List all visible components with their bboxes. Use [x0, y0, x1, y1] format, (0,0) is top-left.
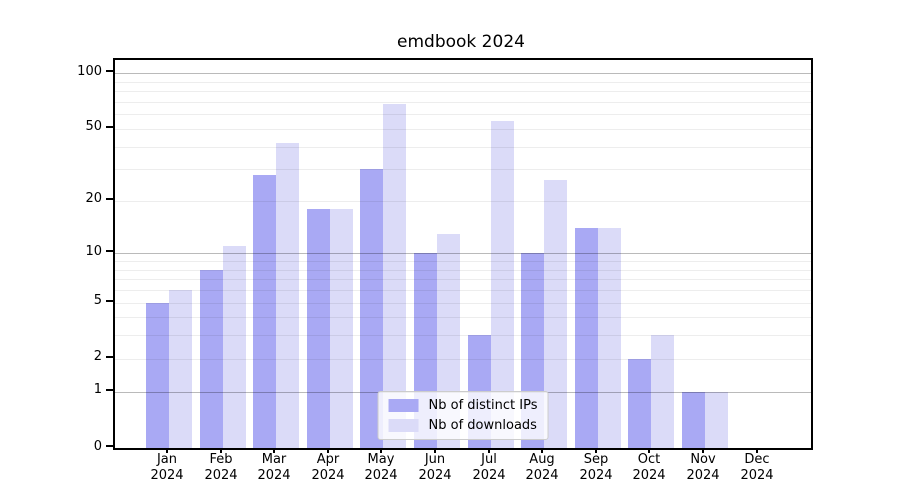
bar-nb-of-downloads-mar	[276, 143, 299, 448]
x-tick-label-may: May 2024	[364, 452, 398, 483]
bar-nb-of-downloads-nov	[705, 392, 728, 448]
legend: Nb of distinct IPs Nb of downloads	[377, 391, 549, 440]
bar-nb-of-distinct-ips-jan	[146, 303, 169, 448]
chart-title: emdbook 2024	[397, 32, 525, 52]
x-tick-label-sep: Sep 2024	[579, 452, 613, 483]
x-tick-mark-sep	[595, 448, 597, 453]
x-tick-label-aug: Aug 2024	[525, 452, 559, 483]
x-tick-mark-nov	[702, 448, 704, 453]
bar-nb-of-downloads-feb	[223, 246, 246, 448]
bar-nb-of-downloads-jan	[169, 290, 192, 448]
y-tick-mark	[106, 356, 113, 358]
bar-nb-of-distinct-ips-apr	[307, 209, 330, 448]
x-tick-label-jan: Jan 2024	[150, 452, 184, 483]
bar-nb-of-downloads-may	[383, 104, 406, 448]
x-tick-label-oct: Oct 2024	[632, 452, 666, 483]
legend-swatch-distinct-ips	[388, 399, 419, 412]
bar-nb-of-distinct-ips-feb	[200, 270, 223, 448]
y-tick-label-50: 50	[85, 119, 102, 134]
y-tick-mark	[106, 70, 113, 72]
x-tick-mark-oct	[648, 448, 650, 453]
y-tick-mark	[106, 445, 113, 447]
x-tick-mark-jul	[488, 448, 490, 453]
x-tick-label-mar: Mar 2024	[257, 452, 291, 483]
legend-item-distinct-ips: Nb of distinct IPs	[388, 398, 538, 413]
y-tick-label-10: 10	[85, 244, 102, 259]
y-tick-label-1: 1	[93, 382, 102, 397]
bar-nb-of-distinct-ips-mar	[253, 175, 276, 448]
bar-nb-of-downloads-sep	[598, 228, 621, 448]
y-tick-label-5: 5	[93, 293, 102, 308]
plot-area: Nb of distinct IPs Nb of downloads	[113, 58, 813, 450]
y-tick-mark	[106, 198, 113, 200]
x-tick-mark-dec	[756, 448, 758, 453]
x-tick-mark-aug	[541, 448, 543, 453]
x-tick-label-nov: Nov 2024	[686, 452, 720, 483]
y-tick-label-100: 100	[77, 64, 102, 79]
x-tick-label-feb: Feb 2024	[204, 452, 238, 483]
legend-label-distinct-ips: Nb of distinct IPs	[428, 398, 538, 413]
bar-nb-of-distinct-ips-sep	[575, 228, 598, 448]
y-tick-label-20: 20	[85, 191, 102, 206]
y-tick-mark	[106, 250, 113, 252]
x-tick-mark-apr	[327, 448, 329, 453]
x-tick-mark-may	[380, 448, 382, 453]
y-tick-label-2: 2	[93, 349, 102, 364]
bar-nb-of-downloads-apr	[330, 209, 353, 448]
bars-layer	[115, 60, 811, 448]
bar-nb-of-distinct-ips-may	[360, 169, 383, 448]
bar-nb-of-distinct-ips-nov	[682, 392, 705, 448]
x-tick-label-jun: Jun 2024	[418, 452, 452, 483]
y-tick-mark	[106, 300, 113, 302]
x-tick-mark-feb	[220, 448, 222, 453]
legend-swatch-downloads	[388, 419, 419, 432]
x-tick-mark-jan	[166, 448, 168, 453]
x-tick-mark-mar	[273, 448, 275, 453]
legend-label-downloads: Nb of downloads	[428, 418, 537, 433]
bar-nb-of-distinct-ips-oct	[628, 359, 651, 448]
y-tick-mark	[106, 389, 113, 391]
bar-nb-of-downloads-aug	[544, 180, 567, 448]
x-tick-label-jul: Jul 2024	[472, 452, 506, 483]
bar-nb-of-downloads-jul	[491, 121, 514, 448]
x-tick-label-apr: Apr 2024	[311, 452, 345, 483]
x-tick-label-dec: Dec 2024	[740, 452, 774, 483]
y-tick-mark	[106, 126, 113, 128]
bar-nb-of-downloads-oct	[651, 335, 674, 448]
x-tick-mark-jun	[434, 448, 436, 453]
y-tick-label-0: 0	[93, 439, 102, 454]
legend-item-downloads: Nb of downloads	[388, 418, 538, 433]
